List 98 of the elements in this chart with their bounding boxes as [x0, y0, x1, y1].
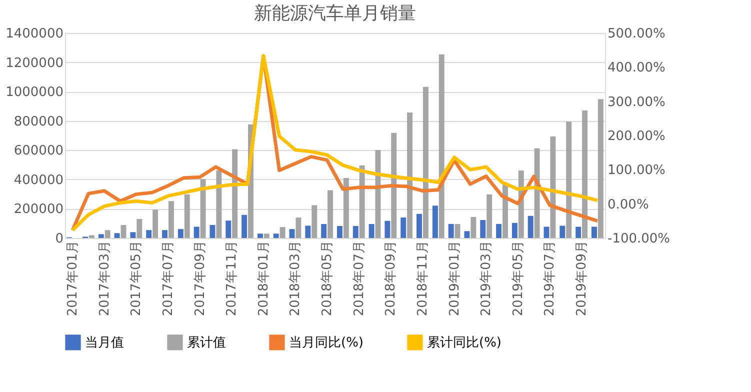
bar [550, 136, 556, 238]
y2-tick-label: 500.00% [608, 26, 666, 42]
bar [544, 226, 550, 238]
bar [407, 112, 413, 238]
bar [591, 226, 597, 238]
bar [98, 234, 104, 238]
bar [328, 190, 334, 238]
bar [416, 214, 422, 238]
bar [566, 122, 572, 238]
bar [312, 205, 318, 238]
x-tick-label: 2017年03月 [97, 240, 112, 316]
legend-label: 累计同比(%) [427, 335, 502, 350]
y2-tick-label: 100.00% [608, 163, 666, 178]
bar [296, 218, 302, 238]
bar [289, 229, 295, 238]
x-tick-label: 2019年05月 [510, 240, 526, 316]
bar [582, 110, 588, 238]
y-tick-label: 400000 [14, 172, 64, 188]
bar [464, 231, 470, 238]
bar [438, 54, 444, 238]
bar [512, 222, 518, 238]
x-tick-label: 2019年07月 [542, 240, 558, 316]
y-tick-label: 800000 [14, 114, 64, 130]
bar [336, 226, 342, 238]
chart-title: 新能源汽车单月销量 [254, 3, 416, 24]
y-tick-label: 600000 [14, 144, 64, 159]
x-tick-label: 2018年05月 [320, 240, 336, 316]
bar [448, 224, 454, 238]
bar [257, 234, 263, 238]
bar [375, 150, 381, 238]
x-tick-label: 2017年01月 [66, 240, 81, 316]
x-tick-label: 2018年11月 [415, 240, 430, 316]
bar [321, 224, 327, 238]
bar [598, 99, 604, 238]
bar [432, 206, 438, 238]
bar [470, 216, 476, 238]
x-tick-label: 2018年03月 [288, 240, 304, 316]
bar [216, 170, 222, 238]
x-tick-label: 2019年09月 [574, 240, 590, 316]
y2-tick-label: 0.00% [608, 197, 649, 212]
bar [480, 220, 486, 238]
y-tick-label: 1000000 [6, 85, 64, 100]
x-tick-label: 2018年01月 [256, 240, 272, 316]
bar [114, 233, 120, 238]
bar [120, 224, 126, 238]
bar [422, 86, 428, 238]
bar [146, 230, 152, 238]
y2-tick-label: 200.00% [608, 129, 666, 144]
bar [576, 226, 582, 238]
legend-label: 累计值 [187, 335, 226, 350]
bar [454, 224, 460, 238]
y2-tick-label: 400.00% [608, 60, 666, 76]
bar [168, 201, 174, 238]
bar [486, 194, 492, 238]
y-tick-label: 200000 [14, 202, 64, 218]
y-tick-label: 1400000 [6, 26, 64, 42]
bar [178, 229, 184, 238]
bar [194, 226, 200, 238]
bar [280, 227, 286, 238]
x-tick-label: 2019年01月 [447, 240, 462, 316]
x-tick-label: 2017年09月 [192, 240, 208, 316]
bar [104, 230, 110, 238]
y2-tick-label: -100.00% [608, 232, 670, 246]
bar [88, 235, 94, 238]
bar [136, 218, 142, 238]
bar [391, 132, 397, 238]
bar [232, 149, 238, 238]
bar [184, 194, 190, 238]
bar [560, 226, 566, 238]
y2-tick-label: 300.00% [608, 94, 666, 110]
x-tick-label: 2019年03月 [479, 240, 494, 316]
x-tick-label: 2017年05月 [129, 240, 144, 316]
y-tick-label: 0 [55, 232, 64, 246]
bar [359, 165, 365, 238]
bar [528, 216, 534, 238]
x-tick-label: 2017年07月 [160, 240, 176, 316]
bar [264, 234, 270, 238]
bar [305, 226, 311, 238]
bar [384, 220, 390, 238]
bar [343, 178, 349, 238]
bar [273, 234, 279, 238]
legend-label: 当月同比(%) [289, 335, 364, 350]
bar [496, 224, 502, 238]
bar [200, 178, 206, 238]
bar [162, 230, 168, 238]
bar [226, 220, 232, 238]
y-tick-label: 1200000 [6, 56, 64, 71]
legend-label: 当月值 [85, 335, 124, 350]
bar [130, 232, 136, 238]
bar [152, 210, 158, 238]
x-tick-label: 2018年07月 [352, 240, 367, 316]
bar [400, 218, 406, 238]
bar [242, 214, 248, 238]
bar [210, 224, 216, 238]
bar [368, 224, 374, 238]
x-tick-label: 2017年11月 [224, 240, 240, 316]
bar [352, 226, 358, 238]
x-tick-label: 2018年09月 [384, 240, 399, 316]
